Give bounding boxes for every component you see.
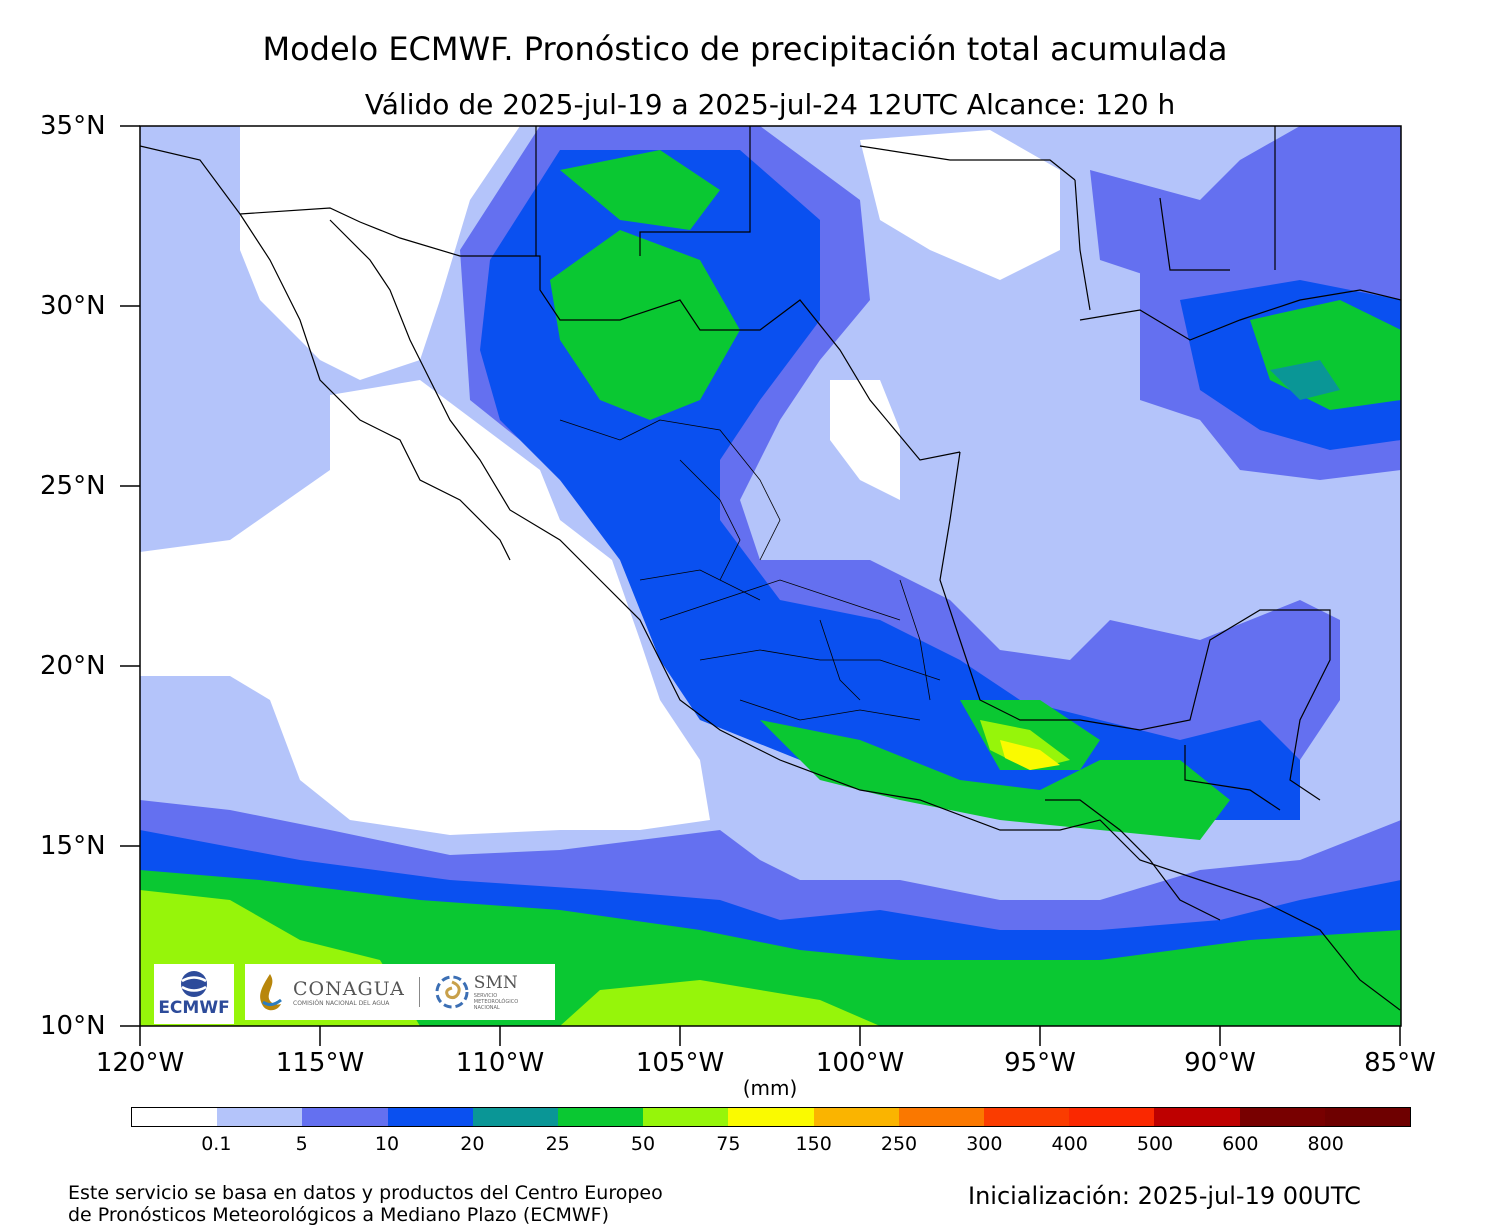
colorbar-segment: [132, 1108, 218, 1126]
source-line-1: Este servicio se basa en datos y product…: [68, 1182, 663, 1204]
lon-label-120w: 120°W: [95, 1048, 185, 1078]
colorbar-tick-label: 800: [1307, 1133, 1344, 1155]
colorbar: [131, 1107, 1411, 1127]
colorbar-segment: [302, 1108, 388, 1126]
conagua-drop-icon: [260, 974, 282, 1011]
colorbar-segment: [472, 1108, 559, 1126]
ecmwf-logo-text: ECMWF: [158, 998, 230, 1018]
colorbar-segment: [558, 1108, 644, 1126]
colorbar-segment: [217, 1108, 303, 1126]
colorbar-segment: [984, 1108, 1070, 1126]
smn-swirl-icon: [435, 975, 469, 1009]
precip-band-20-25-patch: [1270, 360, 1340, 400]
precip-band-25-50-north: [560, 150, 720, 230]
lat-label-15: 15°N: [40, 831, 106, 861]
colorbar-tick-label: 10: [374, 1133, 400, 1155]
colorbar-tick-label: 300: [966, 1133, 1003, 1155]
smn-logo-subtext-2: METEOROLÓGICO: [473, 999, 519, 1005]
colorbar-tick-label: 0.1: [201, 1133, 232, 1155]
colorbar-tick-label: 5: [295, 1133, 308, 1155]
state-borders: [559, 419, 941, 721]
precipitation-field: [140, 126, 1401, 1026]
lat-label-20: 20°N: [40, 651, 106, 681]
lat-label-25: 25°N: [40, 471, 106, 501]
source-attribution: Este servicio se basa en datos y product…: [68, 1182, 663, 1226]
colorbar-tick-label: 400: [1051, 1133, 1088, 1155]
colorbar-tick-label: 600: [1222, 1133, 1259, 1155]
source-line-2: de Pronósticos Meteorológicos a Mediano …: [68, 1204, 610, 1226]
colorbar-tick-label: 500: [1136, 1133, 1174, 1155]
logo-divider: [418, 977, 420, 1007]
lon-ticks: [139, 1026, 1401, 1046]
ecmwf-logo: ECMWF: [154, 964, 234, 1024]
precip-band-75-150-peak: [1000, 740, 1060, 770]
colorbar-segment: [898, 1108, 985, 1126]
lat-ticks: [120, 125, 140, 1027]
lon-label-115w: 115°W: [275, 1048, 365, 1078]
smn-logo-text: SMN: [473, 973, 518, 993]
dry-area-texas: [860, 130, 1060, 280]
colorbar-segment: [387, 1108, 473, 1126]
colorbar-tick-label: 25: [545, 1133, 570, 1155]
precip-band-50-75-south: [560, 980, 880, 1026]
colorbar-segment: [813, 1108, 899, 1126]
colorbar-segment: [728, 1108, 814, 1126]
smn-logo-subtext-1: SERVICIO: [473, 993, 498, 999]
lon-label-85w: 85°W: [1364, 1048, 1436, 1078]
lat-label-35: 35°N: [40, 111, 106, 141]
plot-frame: [139, 125, 1402, 1027]
precip-band-25-50-coast: [760, 720, 1230, 840]
lon-label-110w: 110°W: [455, 1048, 545, 1078]
lon-label-90w: 90°W: [1184, 1048, 1256, 1078]
initialization-time: Inicialización: 2025-jul-19 00UTC: [968, 1182, 1361, 1210]
conagua-smn-logo: CONAGUA COMISIÓN NACIONAL DEL AGUA SMN S…: [245, 964, 555, 1020]
colorbar-tick-label: 20: [460, 1133, 485, 1155]
precip-band-25-50-chihuahua: [550, 230, 740, 420]
colorbar-segment: [1324, 1108, 1411, 1126]
colorbar-segment: [1069, 1108, 1155, 1126]
colorbar-segment: [643, 1108, 729, 1126]
colorbar-tick-label: 75: [716, 1133, 741, 1155]
dry-area-baja: [240, 126, 520, 380]
colorbar-tick-label: 50: [630, 1133, 656, 1155]
smn-logo-subtext-3: NACIONAL: [473, 1005, 500, 1011]
lon-label-95w: 95°W: [1004, 1048, 1076, 1078]
colorbar-segment: [1154, 1108, 1240, 1126]
coastlines-borders: [140, 126, 1401, 1011]
lat-label-30: 30°N: [40, 291, 106, 321]
colorbar-segment: [1239, 1108, 1325, 1126]
colorbar-units: (mm): [742, 1076, 798, 1100]
lon-label-105w: 105°W: [635, 1048, 725, 1078]
lon-label-100w: 100°W: [815, 1048, 905, 1078]
dry-area-northeast: [830, 380, 900, 500]
map-subtitle: Válido de 2025-jul-19 a 2025-jul-24 12UT…: [364, 88, 1176, 121]
dry-area-pacific: [140, 380, 710, 835]
map-title: Modelo ECMWF. Pronóstico de precipitació…: [262, 30, 1228, 68]
colorbar-tick-label: 150: [795, 1133, 832, 1155]
conagua-logo-text: CONAGUA: [293, 977, 405, 1000]
lat-label-10: 10°N: [40, 1011, 106, 1041]
colorbar-tick-label: 250: [880, 1133, 918, 1155]
ecmwf-emblem-icon: [181, 971, 207, 997]
precip-band-5-10-southeast-us: [1090, 126, 1401, 280]
conagua-logo-subtext: COMISIÓN NACIONAL DEL AGUA: [293, 999, 390, 1007]
